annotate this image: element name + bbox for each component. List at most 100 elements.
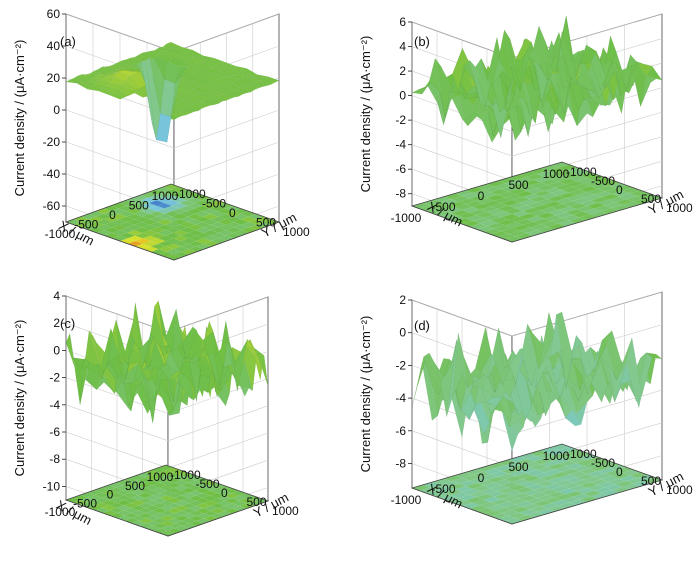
floor-cell (116, 510, 132, 516)
floor-cell (116, 500, 131, 506)
floor-cell (608, 464, 627, 471)
floor-cell (444, 193, 462, 200)
floor-cell (233, 224, 249, 231)
floor-cell (601, 462, 620, 468)
x-tick-label: 0 (478, 471, 485, 485)
floor-cell (96, 224, 112, 231)
floor-cell (433, 210, 452, 217)
floor-cell (454, 218, 473, 224)
floor-cell (472, 499, 491, 506)
floor-cell (181, 503, 196, 509)
y-tick-label: 1000 (666, 201, 693, 215)
floor-cell (447, 483, 466, 490)
floor-cell (195, 493, 211, 499)
floor-cell (103, 211, 119, 217)
floor-cell (476, 212, 495, 218)
floor-cell (111, 224, 128, 231)
floor-cell (120, 238, 136, 244)
floor-cell (142, 230, 158, 236)
floor-cell (529, 210, 548, 216)
floor-cell (127, 241, 143, 247)
floor-cell (476, 184, 495, 190)
floor-cell (217, 203, 233, 209)
floor-cell (515, 487, 534, 493)
x-tick-label: -1000 (45, 227, 76, 241)
y-tick-label: 0 (229, 206, 236, 220)
floor-cell (111, 208, 127, 214)
z-gridline (411, 111, 663, 157)
floor-cell (149, 205, 165, 212)
floor-cell (512, 210, 530, 217)
floor-cell (565, 167, 584, 173)
floor-cell (515, 501, 534, 507)
floor-cell (483, 510, 502, 517)
floor-cell (127, 224, 143, 231)
floor-cell (152, 482, 167, 488)
floor-cell (604, 202, 623, 208)
floor-cell (141, 203, 157, 209)
floor-cell (88, 216, 104, 222)
z-tick-label: 0 (399, 326, 406, 340)
floor-cell (181, 487, 196, 493)
floor-cell (465, 469, 484, 475)
floor-cell (137, 487, 153, 493)
floor-cell (569, 189, 587, 196)
floor-cell (142, 219, 158, 225)
y-tick-label: -1000 (175, 187, 206, 201)
floor-cell (547, 463, 566, 470)
floor-cell (587, 484, 605, 491)
floor-cell (203, 510, 218, 516)
floor-cell (537, 184, 555, 191)
z-gridline (65, 109, 280, 149)
floor-cell (547, 505, 566, 512)
floor-cell (497, 487, 516, 494)
y-tick-label: 500 (256, 216, 276, 230)
floor-cell (159, 490, 174, 496)
floor-cell (179, 205, 195, 212)
floor-cell (195, 488, 210, 494)
floor-cell (565, 209, 584, 215)
floor-cell (497, 219, 516, 226)
floor-cell (579, 172, 598, 178)
floor-cell (612, 204, 630, 211)
z-tick-label: -2 (395, 113, 406, 127)
floor-cell (202, 203, 218, 209)
floor-cell (131, 515, 146, 521)
floor-cell (579, 482, 598, 488)
x-tick-label: 0 (107, 488, 114, 502)
floor-cell (210, 498, 225, 504)
floor-cell (483, 200, 502, 207)
z-tick-label: -2 (49, 371, 60, 385)
floor-cell (519, 495, 537, 502)
floor-cell (149, 222, 165, 228)
floor-cell (476, 198, 495, 204)
y-tick-label: 0 (616, 465, 623, 479)
floor-cell (533, 486, 552, 493)
floor-cell (226, 227, 242, 233)
floor-cell (476, 466, 495, 472)
floor-cell (547, 181, 566, 188)
floor-cell (454, 190, 473, 196)
floor-cell (109, 507, 124, 513)
floor-cell (159, 485, 174, 491)
floor-cell (601, 194, 620, 200)
floor-cell (104, 232, 120, 239)
x-tick-label: -1000 (391, 211, 422, 225)
floor-cell (203, 495, 218, 501)
floor-cell (569, 175, 587, 182)
floor-cell (554, 494, 573, 500)
floor-cell (508, 188, 527, 195)
floor-cell (565, 449, 584, 455)
floor-cell (210, 222, 226, 228)
floor-cell (462, 502, 480, 509)
floor-cell (145, 515, 161, 521)
floor-cell (182, 518, 197, 524)
floor-cell (551, 486, 570, 492)
floor-cell (133, 205, 150, 212)
floor-cell (73, 500, 88, 506)
floor-cell (590, 211, 609, 217)
floor-cell (590, 197, 609, 203)
floor-cell (465, 201, 484, 207)
floor-cell (487, 490, 505, 497)
floor-cell (562, 214, 580, 221)
